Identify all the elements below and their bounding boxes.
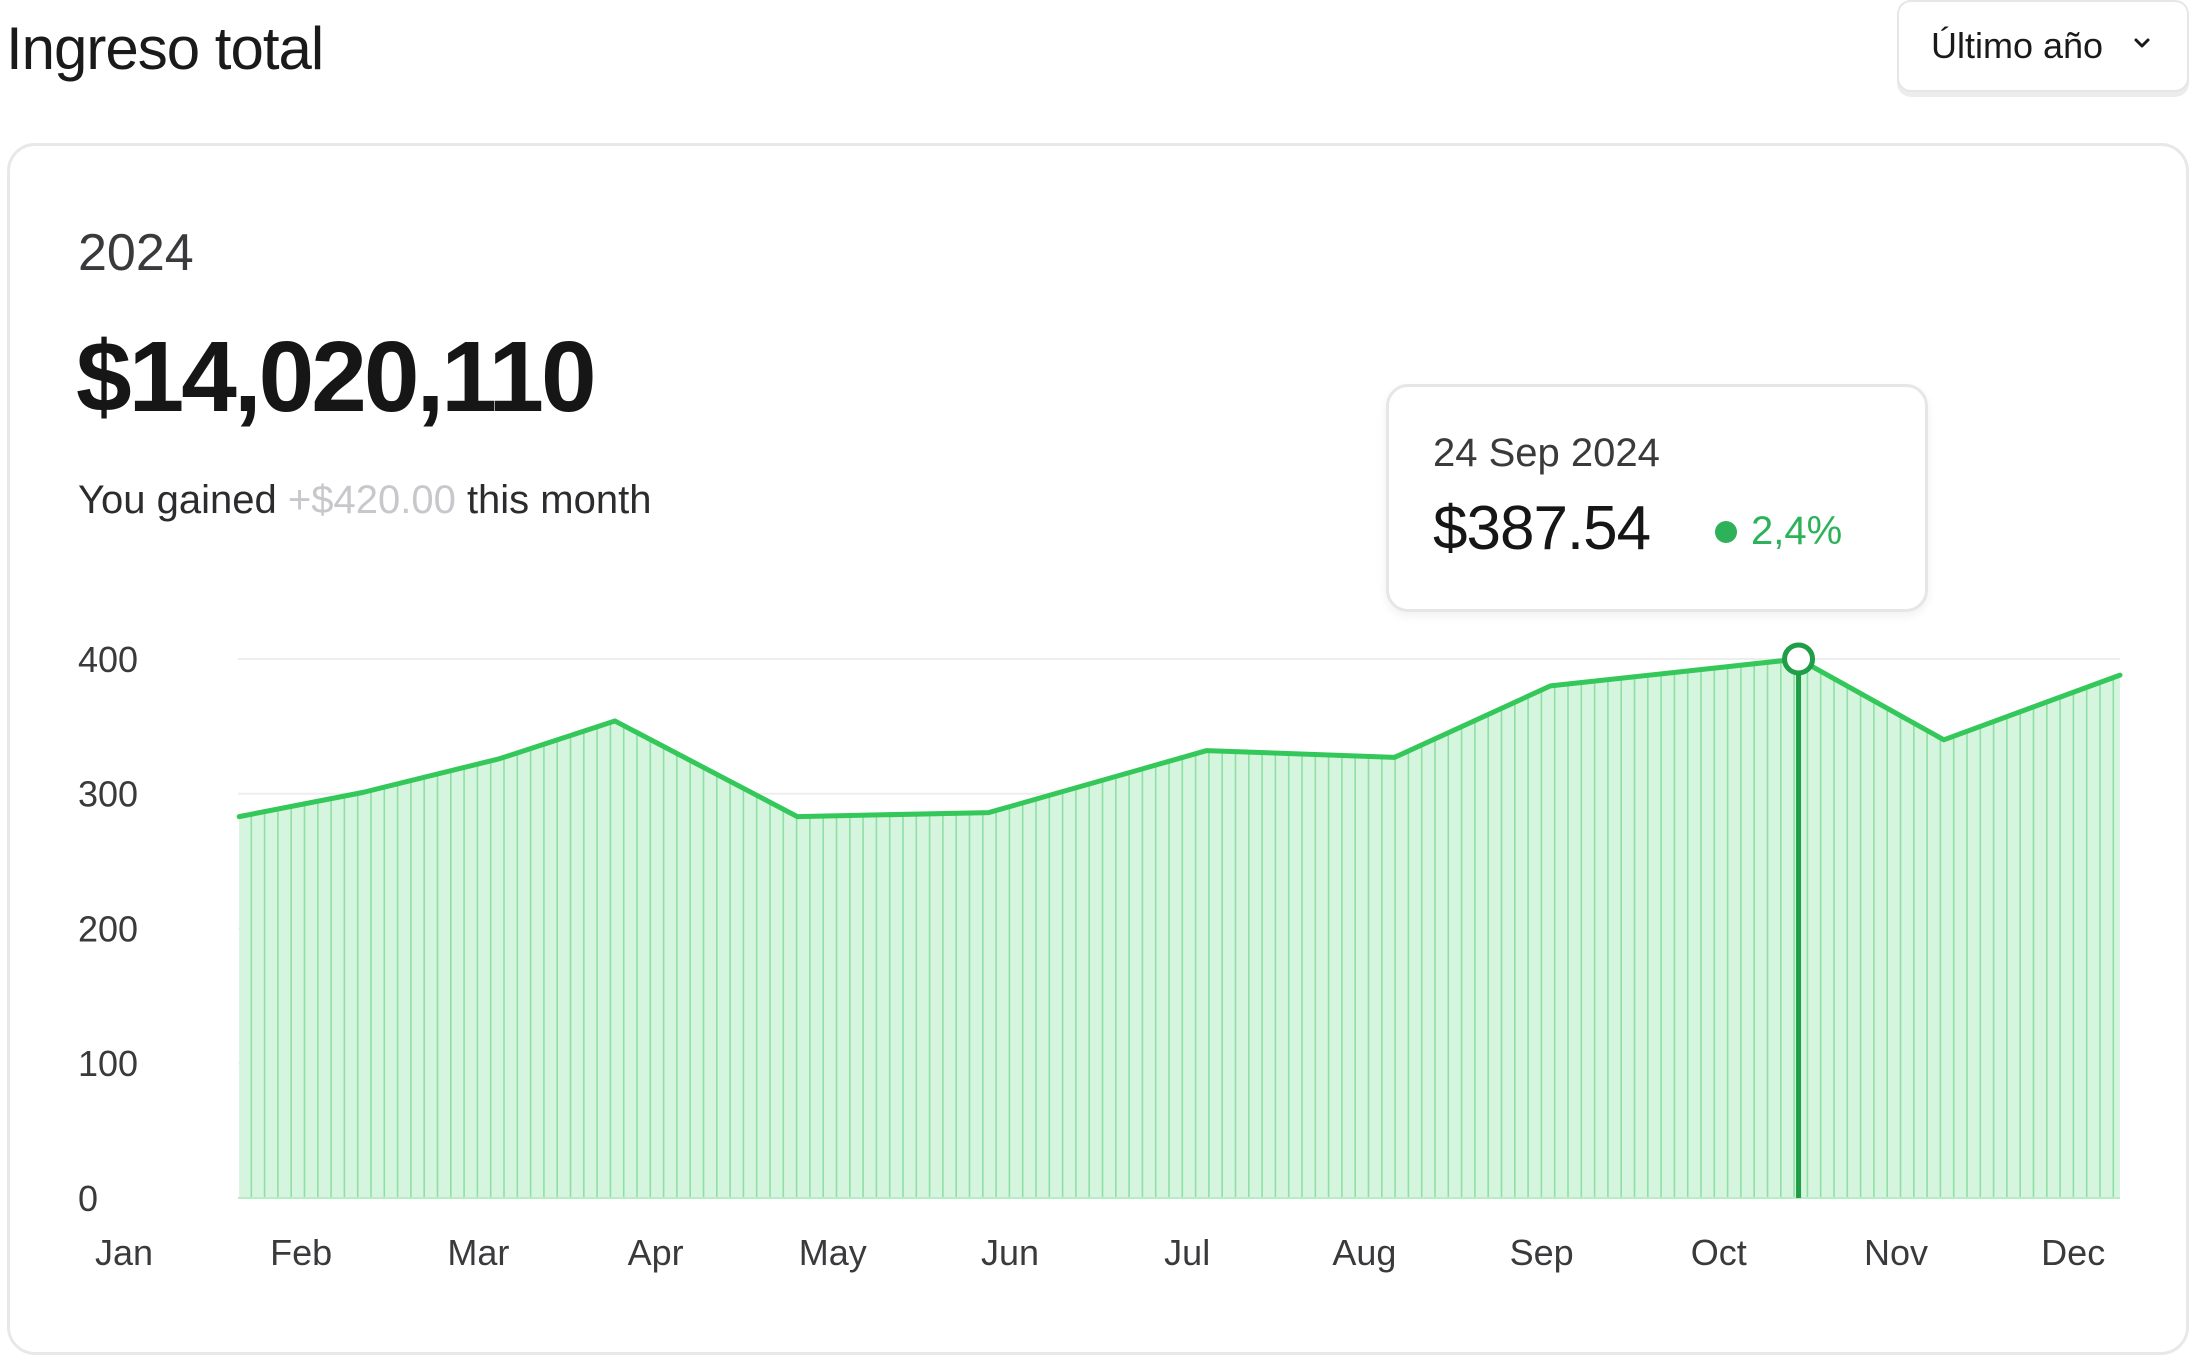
x-tick-label: Dec: [2041, 1232, 2105, 1273]
series-line: [236, 656, 2123, 820]
x-tick-label: Nov: [1864, 1232, 1928, 1273]
summary-year: 2024: [78, 224, 194, 282]
summary-total: $14,020,110: [76, 321, 597, 433]
positive-dot-icon: [1715, 520, 1737, 543]
x-tick-label: Oct: [1691, 1232, 1747, 1273]
time-range-label: Último año: [1931, 25, 2104, 66]
tooltip-change: 2,4%: [1715, 509, 1842, 554]
tooltip-change-value: 2,4%: [1751, 509, 1843, 553]
gain-suffix: this month: [466, 478, 652, 522]
tooltip-value: $387.54: [1433, 494, 1651, 563]
time-range-select[interactable]: Último año: [1897, 0, 2189, 92]
y-tick-label: 100: [78, 1043, 138, 1084]
x-tick-label: Jan: [95, 1232, 153, 1273]
x-tick-label: Mar: [447, 1232, 509, 1273]
y-tick-label: 400: [78, 639, 138, 680]
y-tick-label: 300: [78, 774, 138, 815]
page-title: Ingreso total: [6, 15, 324, 82]
gain-amount: +$420.00: [287, 478, 456, 522]
x-tick-label: Feb: [270, 1232, 332, 1273]
tooltip-date: 24 Sep 2024: [1433, 431, 1660, 475]
area-fill: [239, 658, 2121, 1198]
x-tick-label: Apr: [628, 1232, 684, 1273]
y-tick-label: 0: [78, 1178, 98, 1219]
y-tick-label: 200: [78, 908, 138, 949]
x-tick-label: Jul: [1164, 1232, 1210, 1273]
x-tick-label: Jun: [981, 1232, 1039, 1273]
chart-tooltip: 24 Sep 2024 $387.54 2,4%: [1386, 384, 1928, 612]
x-tick-label: Aug: [1332, 1232, 1396, 1273]
summary-gain: You gained +$420.00 this month: [78, 478, 651, 523]
x-tick-label: May: [799, 1232, 867, 1273]
gain-prefix: You gained: [78, 478, 277, 522]
x-tick-label: Sep: [1510, 1232, 1574, 1273]
highlight-point: [1782, 642, 1816, 676]
chevron-down-icon: [2134, 38, 2150, 48]
